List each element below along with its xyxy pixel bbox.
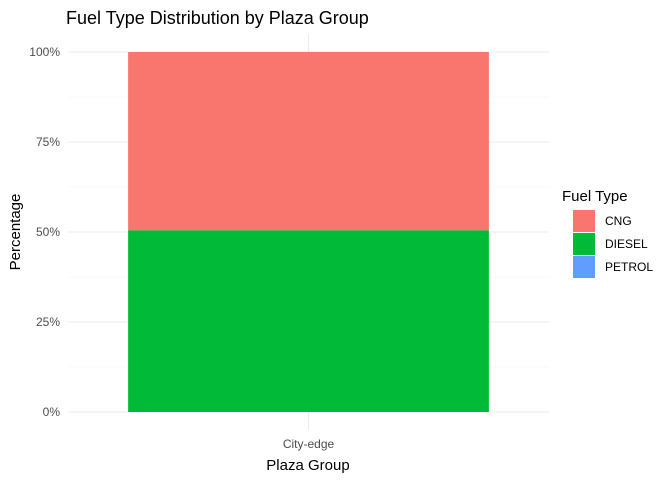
legend-label-diesel: DIESEL — [605, 237, 648, 251]
legend-label-cng: CNG — [605, 214, 632, 228]
legend: Fuel Type CNG DIESEL PETROL — [562, 188, 653, 278]
legend-key-petrol — [573, 256, 595, 278]
y-tick-label: 75% — [36, 135, 60, 149]
x-tick-label: City-edge — [283, 437, 335, 451]
y-axis-ticks: 0% 25% 50% 75% 100% — [29, 45, 60, 419]
legend-key-diesel — [573, 233, 595, 255]
bars — [128, 52, 489, 412]
y-tick-label: 100% — [29, 45, 60, 59]
legend-key-cng — [573, 210, 595, 232]
y-tick-label: 25% — [36, 315, 60, 329]
legend-title: Fuel Type — [562, 188, 628, 205]
bar-segment-diesel — [128, 230, 489, 412]
x-axis-ticks: City-edge — [283, 437, 335, 451]
legend-label-petrol: PETROL — [605, 260, 653, 274]
y-axis-title: Percentage — [7, 194, 24, 271]
bar-segment-cng — [128, 52, 489, 231]
legend-items: CNG DIESEL PETROL — [573, 210, 653, 278]
y-tick-label: 0% — [43, 405, 61, 419]
chart-title: Fuel Type Distribution by Plaza Group — [66, 8, 369, 28]
x-axis-title: Plaza Group — [266, 457, 349, 474]
y-tick-label: 50% — [36, 225, 60, 239]
